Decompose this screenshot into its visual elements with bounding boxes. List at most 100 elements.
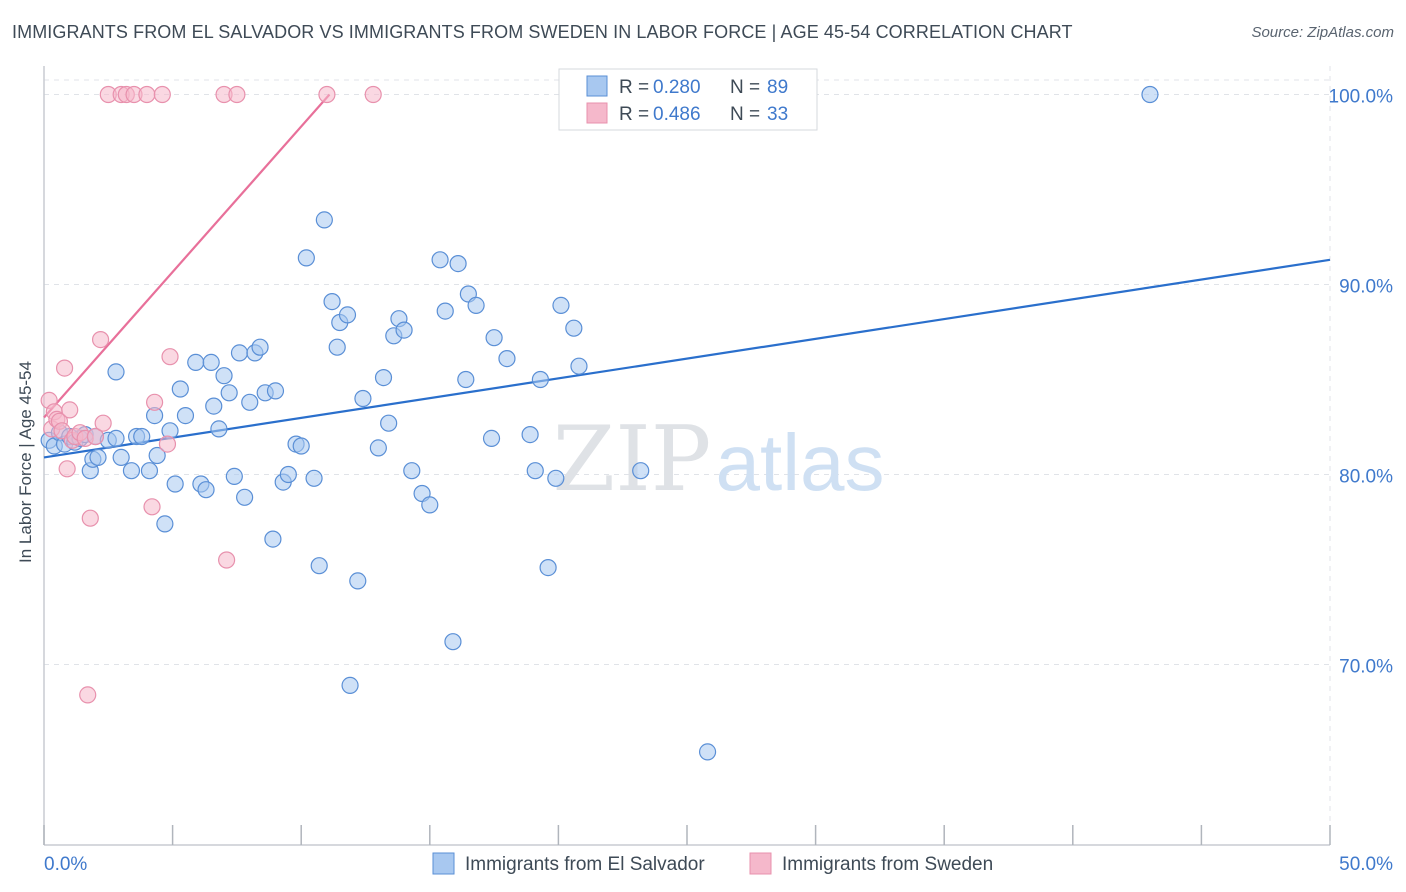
el-salvador-point	[215, 367, 233, 385]
n-label: N =	[730, 104, 760, 125]
el-salvador-point	[431, 251, 449, 269]
sweden-point	[153, 85, 171, 104]
x-tick-label: 0.0%	[44, 854, 87, 875]
el-salvador-point	[220, 384, 238, 402]
el-salvador-point	[369, 439, 387, 457]
el-salvador-point	[230, 344, 249, 362]
y-tick-label: 90.0%	[1339, 277, 1393, 298]
el-salvador-point	[166, 475, 184, 493]
sweden-trend-line	[43, 93, 331, 419]
r-value: 0.280	[653, 77, 701, 98]
legend-swatch-sweden	[749, 852, 772, 875]
el-salvador-point	[498, 350, 516, 368]
el-salvador-point	[241, 393, 259, 411]
el-salvador-point	[133, 427, 151, 446]
el-salvador-point	[107, 429, 125, 447]
el-salvador-point	[521, 426, 539, 444]
el-salvador-point	[374, 369, 393, 387]
el-salvador-point	[279, 465, 297, 484]
el-salvador-point	[171, 380, 189, 398]
y-tick-label: 100.0%	[1329, 87, 1394, 108]
el-salvador-point	[565, 319, 583, 337]
el-salvador-point	[264, 530, 282, 548]
sweden-point	[161, 348, 179, 366]
sweden-point	[138, 85, 156, 104]
el-salvador-point	[698, 743, 717, 761]
el-salvador-point	[251, 338, 269, 356]
source-label: Source: ZipAtlas.com	[1251, 24, 1394, 41]
sweden-swatch	[586, 102, 608, 124]
sweden-point	[86, 427, 105, 446]
sweden-point	[61, 401, 79, 419]
el-salvador-point	[202, 353, 220, 371]
r-value: 0.486	[653, 104, 701, 125]
el-salvador-point	[225, 467, 243, 485]
legend-label-sweden: Immigrants from Sweden	[782, 854, 993, 875]
y-tick-label: 70.0%	[1339, 657, 1393, 678]
y-tick-label: 80.0%	[1339, 467, 1393, 488]
el-salvador-point	[403, 462, 421, 480]
el-salvador-point	[197, 481, 215, 499]
el-salvador-point	[122, 462, 141, 480]
sweden-point	[55, 359, 74, 377]
el-salvador-point	[210, 420, 228, 438]
el-salvador-point	[205, 397, 223, 415]
el-salvador-point	[112, 448, 130, 466]
el-salvador-point	[236, 488, 254, 506]
el-salvador-point	[107, 363, 125, 381]
legend-label-el-salvador: Immigrants from El Salvador	[465, 854, 705, 875]
el-salvador-trend-line	[43, 258, 1331, 459]
el-salvador-point	[1141, 85, 1159, 104]
sweden-point	[94, 414, 112, 432]
n-value: 33	[767, 104, 788, 125]
sweden-point	[145, 393, 164, 411]
el-salvador-point	[482, 429, 501, 447]
el-salvador-point	[349, 572, 367, 590]
el-salvador-point	[292, 437, 310, 455]
sweden-point	[81, 509, 99, 527]
el-salvador-point	[156, 515, 174, 533]
el-salvador-point	[323, 293, 341, 311]
n-value: 89	[767, 77, 788, 98]
el-salvador-point	[436, 302, 454, 320]
el-salvador-point	[354, 389, 372, 408]
el-salvador-point	[89, 448, 107, 466]
sweden-point	[143, 498, 161, 516]
el-salvador-point	[632, 462, 650, 480]
el-salvador-point	[305, 469, 323, 487]
sweden-point	[364, 85, 382, 104]
el-salvador-point	[570, 357, 588, 375]
el-salvador-point	[467, 296, 485, 314]
r-label: R =	[619, 104, 649, 125]
el-salvador-point	[140, 462, 159, 480]
el-salvador-point	[341, 676, 359, 695]
el-salvador-swatch	[586, 75, 608, 97]
sweden-point	[58, 460, 76, 478]
el-salvador-point	[310, 557, 328, 575]
sweden-point	[218, 551, 236, 569]
y-axis-label: In Labor Force | Age 45-54	[16, 361, 35, 563]
sweden-point	[318, 85, 336, 104]
el-salvador-point	[380, 414, 398, 432]
el-salvador-point	[552, 296, 570, 314]
el-salvador-point	[444, 633, 462, 651]
el-salvador-point	[176, 407, 195, 425]
el-salvador-point	[328, 338, 346, 356]
el-salvador-point	[315, 211, 333, 229]
sweden-point	[158, 435, 177, 453]
r-label: R =	[619, 77, 649, 98]
watermark-zip: ZIP	[553, 407, 712, 512]
el-salvador-point	[338, 306, 357, 324]
sweden-point	[91, 331, 110, 349]
el-salvador-point	[457, 370, 475, 389]
n-label: N =	[730, 77, 760, 98]
sweden-point	[79, 686, 97, 704]
el-salvador-point	[485, 329, 503, 347]
watermark-atlas: atlas	[716, 418, 885, 507]
el-salvador-point	[297, 249, 315, 267]
el-salvador-point	[449, 255, 467, 273]
sweden-point	[228, 85, 246, 104]
el-salvador-point	[187, 353, 205, 371]
chart-title: IMMIGRANTS FROM EL SALVADOR VS IMMIGRANT…	[12, 22, 1073, 42]
